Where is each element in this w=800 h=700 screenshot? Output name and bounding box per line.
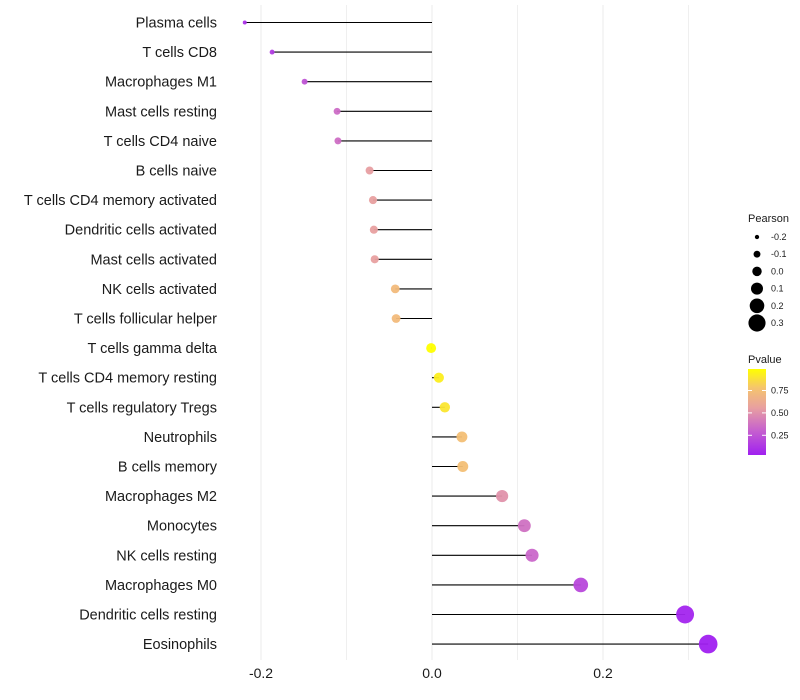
lollipop-point (457, 461, 469, 472)
legend-size-label: 0.2 (771, 301, 784, 311)
y-tick-label: Macrophages M0 (105, 578, 217, 594)
y-tick-label: T cells CD4 memory activated (24, 193, 217, 209)
pvalue-colorbar (748, 369, 766, 455)
lollipop-point (390, 284, 400, 294)
y-tick-label: Dendritic cells activated (65, 223, 217, 239)
legend-size-label: 0.1 (771, 284, 784, 294)
y-tick-label: Macrophages M1 (105, 75, 217, 91)
y-tick-label: T cells gamma delta (88, 341, 218, 357)
lollipop-point (370, 255, 379, 264)
lollipop-point (334, 137, 342, 145)
legend-size-label: 0.3 (771, 318, 784, 328)
legend-size-key (752, 266, 762, 277)
y-tick-label: Dendritic cells resting (79, 608, 217, 624)
legend-size-key (751, 282, 763, 295)
y-tick-label: T cells follicular helper (74, 312, 217, 328)
lollipop-point (391, 314, 401, 323)
lollipop-point (369, 225, 378, 234)
legend-size-label: -0.1 (771, 249, 787, 259)
legend-size-key (748, 314, 766, 332)
legend-pearson-title: Pearson (748, 213, 789, 225)
legend-size-label: 0.0 (771, 266, 784, 276)
y-tick-label: NK cells resting (116, 548, 217, 564)
y-tick-label: T cells CD8 (142, 45, 217, 61)
colorbar-label: 0.25 (771, 430, 789, 440)
lollipop-point (368, 196, 378, 205)
lollipop-point (269, 49, 275, 55)
grid (260, 5, 689, 660)
lollipop-point (333, 107, 341, 115)
y-tick-label: Neutrophils (144, 430, 217, 446)
legend-pvalue-title: Pvalue (748, 354, 782, 366)
legend-pvalue: Pvalue 0.25 0.50 0.75 (748, 354, 789, 455)
x-tick-label: 0.0 (422, 665, 442, 681)
y-tick-label: Mast cells activated (90, 252, 217, 268)
lollipop-point (525, 548, 539, 562)
y-tick-label: T cells CD4 naive (104, 134, 217, 150)
lollipop-point (698, 634, 718, 654)
y-tick-label: B cells memory (118, 460, 218, 476)
lollipop-point (433, 372, 444, 383)
y-tick-label: T cells regulatory Tregs (67, 400, 217, 416)
y-tick-label: Macrophages M2 (105, 489, 217, 505)
legend-size-key (753, 250, 761, 258)
lollipop-point (676, 605, 695, 624)
colorbar-label: 0.75 (771, 386, 789, 396)
legend-size-key (749, 298, 765, 314)
y-tick-label: B cells naive (136, 164, 217, 180)
legend-pearson: Pearson -0.2 -0.1 0.0 0.1 0.2 0.3 (748, 213, 789, 332)
lollipop-point (426, 343, 437, 354)
y-tick-label: Plasma cells (136, 16, 217, 32)
lollipop-point (242, 20, 247, 25)
segments (244, 21, 709, 645)
x-axis-ticks: -0.2 0.0 0.2 (249, 665, 613, 681)
legend-size-label: -0.2 (771, 232, 787, 242)
lollipop-point (301, 78, 308, 85)
y-tick-label: NK cells activated (102, 282, 217, 298)
lollipop-point (496, 490, 509, 503)
y-axis-labels: Plasma cells T cells CD8 Macrophages M1 Mas… (24, 16, 218, 654)
lollipop-point (439, 402, 450, 413)
y-tick-label: Monocytes (147, 519, 217, 535)
y-tick-label: T cells CD4 memory resting (38, 371, 217, 387)
y-tick-label: Mast cells resting (105, 104, 217, 120)
lollipop-point (365, 166, 374, 175)
x-tick-label: 0.2 (593, 665, 613, 681)
points (242, 20, 718, 654)
y-tick-label: Eosinophils (143, 637, 217, 653)
x-tick-label: -0.2 (249, 665, 273, 681)
legend-size-key (754, 234, 760, 240)
lollipop-point (517, 519, 531, 533)
lollipop-point (573, 577, 589, 593)
lollipop-point (456, 431, 468, 443)
colorbar-label: 0.50 (771, 408, 789, 418)
